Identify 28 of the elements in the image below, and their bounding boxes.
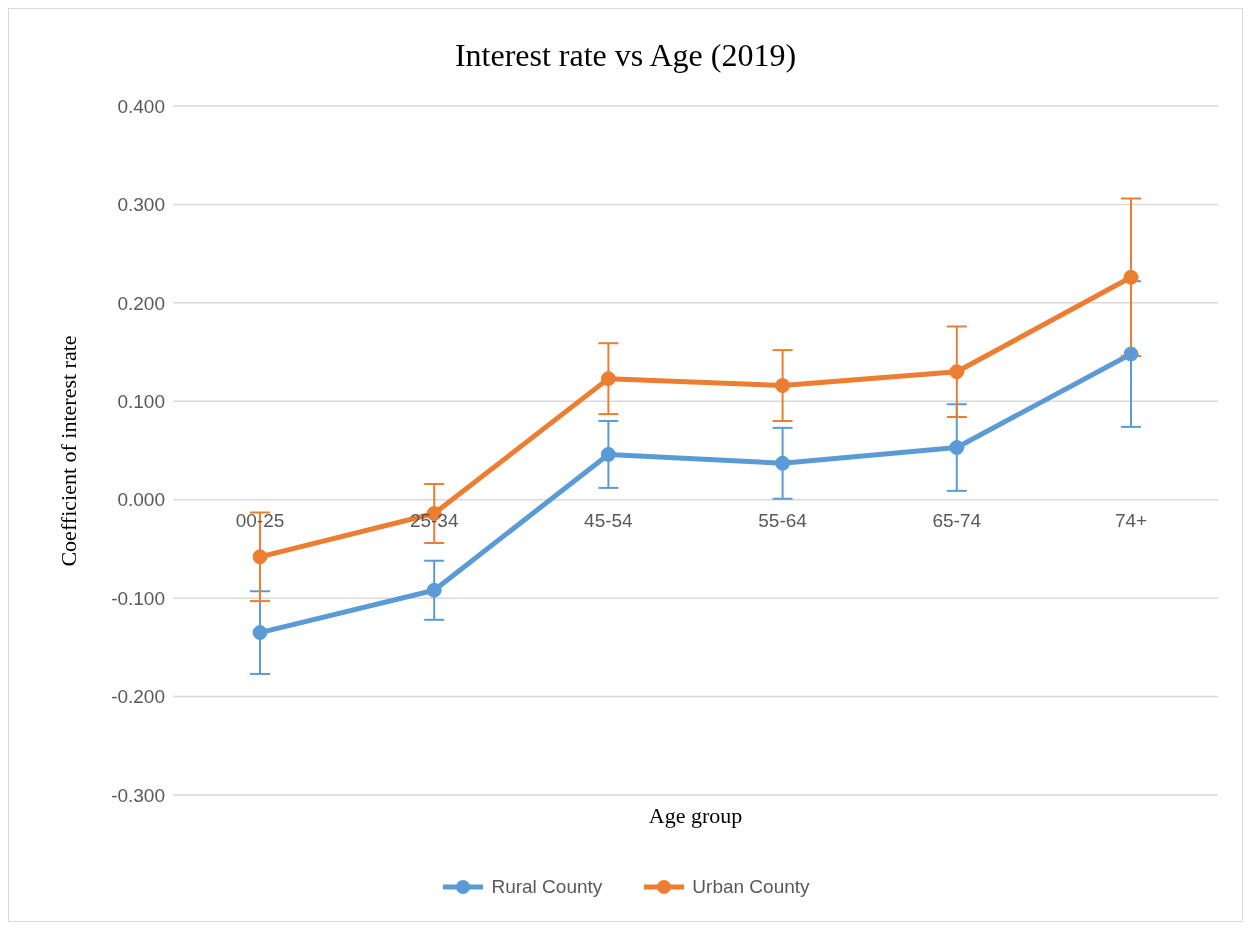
y-tick-label: 0.000 [117,489,165,511]
y-tick-label: 0.100 [117,391,165,413]
y-tick-label: 0.300 [117,194,165,216]
point [949,364,965,380]
point [252,625,268,641]
y-tick-label: -0.300 [111,784,165,806]
x-tick-label: 55-64 [758,509,808,531]
x-axis-title: Age group [647,803,744,829]
y-tick-label: -0.200 [111,686,165,708]
y-axis-title: Coefficient of interest rate [56,334,82,567]
y-tick-label: 0.200 [117,292,165,314]
chart-title: Interest rate vs Age (2019) [453,37,798,74]
point [1123,269,1139,285]
point [775,378,791,394]
y-tick-label: -0.100 [111,587,165,609]
legend-label: Rural County [491,876,603,898]
point [949,440,965,456]
point [252,549,268,565]
x-tick-label: 74+ [1114,509,1148,531]
point [600,371,616,387]
point [600,446,616,462]
y-tick-label: 0.400 [117,95,165,117]
x-tick-label: 45-54 [584,509,634,531]
point [426,582,442,598]
point [775,455,791,471]
legend-label: Urban County [692,876,810,898]
x-tick-label: 65-74 [932,509,982,531]
point [1123,346,1139,362]
